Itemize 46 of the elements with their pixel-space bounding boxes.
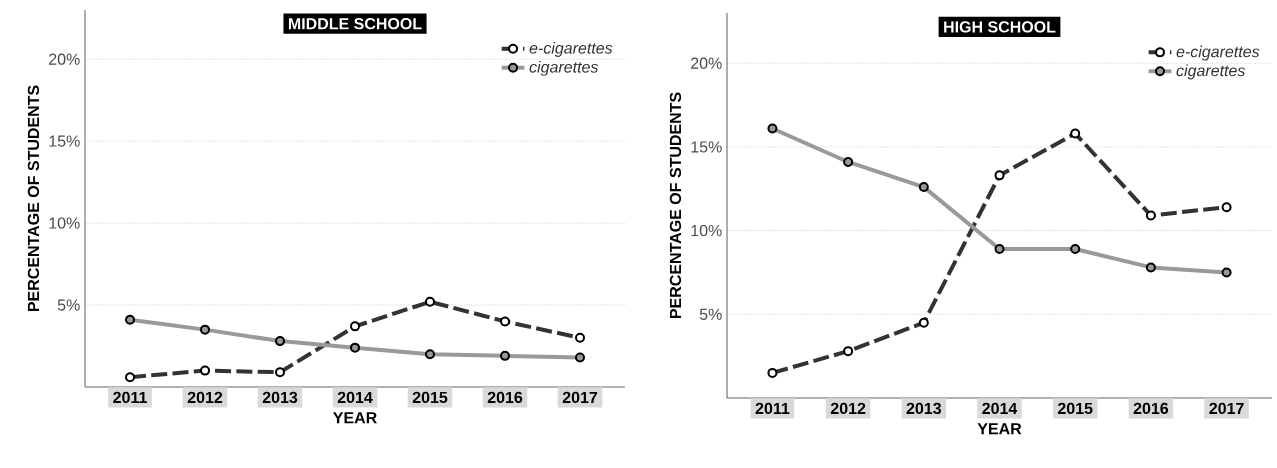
point: [843, 156, 854, 167]
x-tick-label: 2015: [1057, 402, 1093, 415]
x-tick-label: 2011: [113, 391, 147, 404]
y-tick-label: 20%: [691, 57, 722, 69]
point: [275, 336, 286, 347]
y-axis-title: PERCENTAGE OF STUDENTS: [27, 85, 40, 312]
y-tick-label: 15%: [691, 141, 722, 153]
point: [1145, 262, 1156, 273]
point: [125, 314, 135, 325]
x-tick-label: 2015: [412, 391, 448, 404]
y-tick-label: 5%: [57, 299, 80, 311]
y-tick-label: 20%: [49, 53, 80, 65]
x-tick-label: 2011: [755, 402, 790, 415]
point: [350, 342, 361, 353]
legend-label: cigarettes: [1176, 64, 1246, 80]
x-tick-label: 2014: [982, 402, 1018, 415]
chart-title: HIGH SCHOOL: [944, 21, 1056, 33]
x-tick-label: 2013: [906, 402, 942, 415]
x-tick-label: 2017: [562, 391, 598, 404]
y-tick-label: 15%: [49, 135, 80, 147]
x-tick-label: 2014: [337, 391, 373, 404]
y-tick-label: 10%: [691, 224, 722, 237]
chart-title: MIDDLE SCHOOL: [288, 18, 422, 30]
y-tick-label: 10%: [49, 217, 80, 229]
y-axis-title: PERCENTAGE OF STUDENTS: [669, 92, 682, 319]
point: [1070, 244, 1081, 255]
x-tick-label: 2013: [262, 391, 298, 404]
x-tick-label: 2016: [1133, 402, 1169, 415]
point: [918, 182, 929, 193]
legend-label: cigarettes: [529, 60, 599, 76]
point: [1221, 267, 1232, 278]
point: [994, 244, 1005, 255]
x-axis-title: YEAR: [333, 412, 377, 424]
x-tick-label: 2017: [1209, 402, 1244, 415]
y-tick-label: 5%: [699, 308, 722, 320]
legend-label: e-cigarettes: [1176, 45, 1260, 61]
x-tick-label: 2016: [487, 391, 523, 404]
point: [500, 350, 511, 361]
point: [575, 352, 586, 363]
legend-label: e-cigarettes: [529, 42, 613, 57]
point: [425, 349, 436, 360]
x-axis-title: YEAR: [977, 423, 1022, 435]
x-tick-label: 2012: [187, 391, 223, 404]
point: [200, 324, 210, 335]
point: [767, 123, 778, 134]
x-tick-label: 2012: [830, 402, 866, 415]
